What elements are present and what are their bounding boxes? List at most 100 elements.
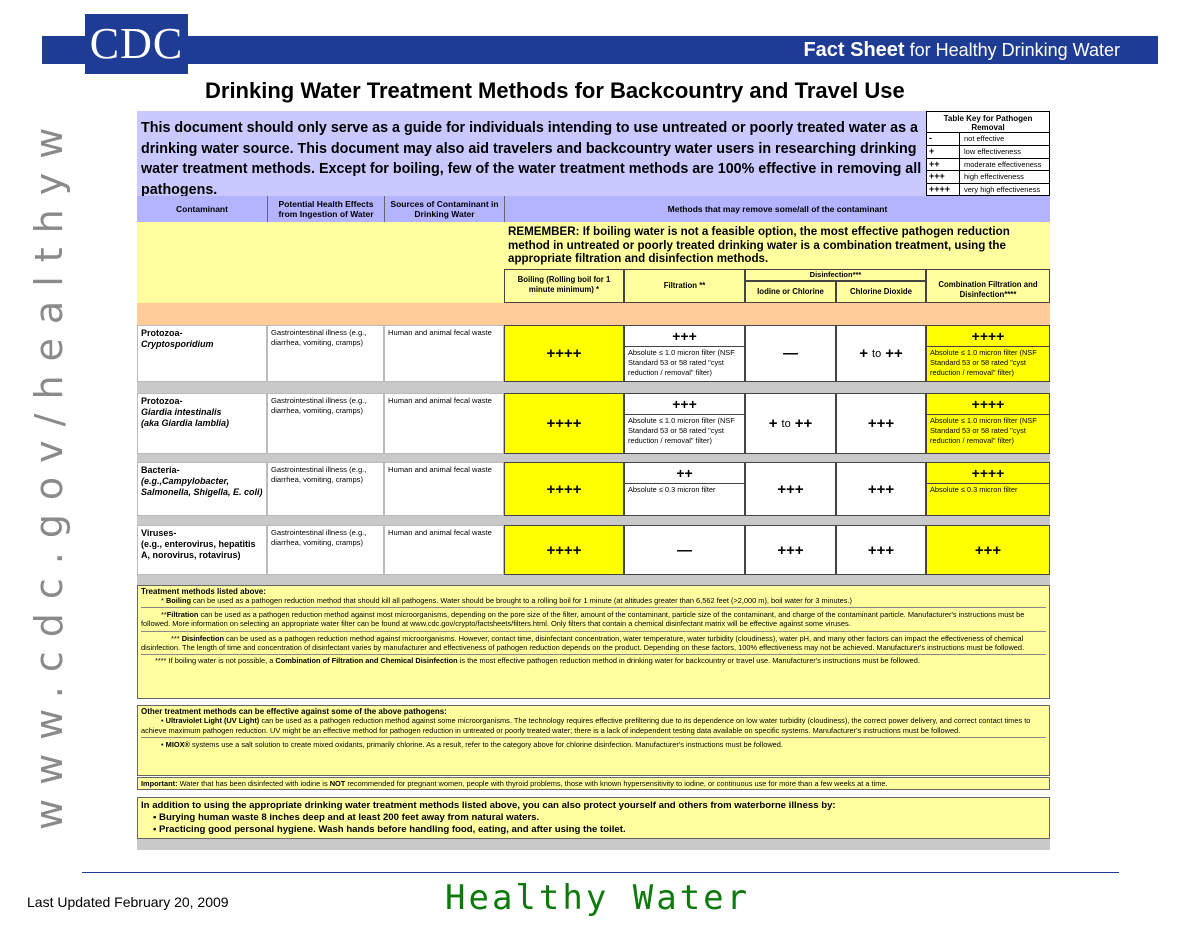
table-row: Protozoa- Cryptosporidium [137,325,267,382]
other-methods: Other treatment methods can be effective… [137,705,1050,776]
rating-high: ++ [885,345,903,362]
banner-rest: for Healthy Drinking Water [904,40,1120,60]
row-effects: Gastrointestinal illness (e.g., diarrhea… [267,393,384,454]
remember-note: REMEMBER: If boiling water is not a feas… [504,222,1050,269]
boiling-rating: ++++ [504,393,624,454]
chlorine-dioxide-rating: + to ++ [836,325,926,382]
last-updated: Last Updated February 20, 2009 [27,894,229,910]
combination-note: Absolute ≤ 1.0 micron filter (NSF Standa… [930,348,1037,377]
key-desc: very high effectiveness [964,185,1041,195]
combination-cell: ++++ Absolute ≤ 0.3 micron filter [926,462,1050,516]
iodine-rating: +++ [745,525,836,575]
filtration-cell: +++ Absolute ≤ 1.0 micron filter (NSF St… [624,325,745,382]
iodine-rating: — [745,325,836,382]
chlorine-dioxide-rating: +++ [836,462,926,516]
row-organism: (e.g., enterovirus, hepatitis A, norovir… [141,539,256,560]
key-symbol: ++++ [927,184,960,196]
cdc-logo: CDC [85,14,188,74]
combination-rating: ++++ [927,326,1049,347]
key-symbol: - [927,133,960,145]
note-boiling: * Boiling can be used as a pathogen redu… [141,596,1046,608]
header-chlorine-dioxide: Chlorine Dioxide [836,281,926,303]
fact-sheet-banner: Fact Sheet for Healthy Drinking Water [188,36,1158,64]
filtration-cell: +++ Absolute ≤ 1.0 micron filter (NSF St… [624,393,745,454]
filtration-rating: — [624,525,745,575]
combination-cell: ++++ Absolute ≤ 1.0 micron filter (NSF S… [926,325,1050,382]
row-name: Bacteria- [141,465,180,475]
table-row: Bacteria- (e.g.,Campylobacter, Salmonella… [137,462,267,516]
header-methods: Methods that may remove some/all of the … [504,196,1050,222]
rating-low: + [768,415,778,432]
combination-rating: ++++ [927,394,1049,415]
row-organism: (e.g.,Campylobacter, Salmonella, Shigell… [141,476,263,497]
note-uv: • Ultraviolet Light (UV Light) can be us… [141,716,1046,739]
header-combination: Combination Filtration and Disinfection*… [926,269,1050,303]
filtration-note: Absolute ≤ 1.0 micron filter (NSF Standa… [628,348,735,377]
protect-item: • Practicing good personal hygiene. Wash… [153,824,626,835]
combination-rating: +++ [926,525,1050,575]
boiling-rating: ++++ [504,462,624,516]
key-desc: low effectiveness [964,146,1021,156]
note-combination: **** If boiling water is not possible, a… [155,656,920,666]
row-separator [137,454,1050,462]
row-organism-aka: (aka Giardia lamblia) [141,418,230,428]
header-sources: Sources of Contaminant in Drinking Water [384,196,504,222]
treatment-notes: Treatment methods listed above: * Boilin… [137,585,1050,699]
rating-to: to [872,347,882,360]
key-symbol: + [927,145,960,158]
row-source: Human and animal fecal waste [384,525,504,575]
header-effects: Potential Health Effects from Ingestion … [267,196,384,222]
row-name: Protozoa- [141,328,183,338]
header-boiling: Boiling (Rolling boil for 1 minute minim… [504,269,624,303]
key-desc: moderate effectiveness [964,159,1042,169]
combination-cell: ++++ Absolute ≤ 1.0 micron filter (NSF S… [926,393,1050,454]
row-effects: Gastrointestinal illness (e.g., diarrhea… [267,525,384,575]
side-url: www.cdc.gov/healthywater [27,125,71,830]
row-effects: Gastrointestinal illness (e.g., diarrhea… [267,462,384,516]
footer-rule [82,872,1119,873]
page-title: Drinking Water Treatment Methods for Bac… [205,78,905,103]
row-source: Human and animal fecal waste [384,462,504,516]
rating-low: + [859,345,869,362]
combination-rating: ++++ [927,463,1049,484]
key-symbol: +++ [927,171,960,184]
boiling-rating: ++++ [504,325,624,382]
note-filtration: **Filtration can be used as a pathogen r… [141,608,1046,632]
row-name: Protozoa- [141,396,183,406]
boiling-rating: ++++ [504,525,624,575]
header-disinfection: Disinfection*** [745,269,926,281]
protect-title: In addition to using the appropriate dri… [141,800,836,811]
intro-text: This document should only serve as a gui… [137,111,927,198]
table-row: Viruses- (e.g., enterovirus, hepatitis A,… [137,525,267,575]
filtration-rating: +++ [625,326,744,347]
logo-bar-left [42,36,85,64]
row-organism: Cryptosporidium [141,339,214,349]
header-iodine: Iodine or Chlorine [745,281,836,303]
row-effects: Gastrointestinal illness (e.g., diarrhea… [267,325,384,382]
header-contaminant: Contaminant [137,196,267,222]
side-url-text: www.cdc.gov/healthywater [27,125,71,830]
key-desc: not effective [964,134,1005,143]
header-filtration: Filtration ** [624,269,745,303]
filtration-note: Absolute ≤ 0.3 micron filter [628,485,716,494]
notes-title: Treatment methods listed above: [141,587,266,596]
rating-high: ++ [794,415,813,432]
header-blank [137,222,504,303]
chlorine-dioxide-rating: +++ [836,525,926,575]
peach-band [137,303,1050,325]
important-note: Important: Water that has been disinfect… [137,777,1050,790]
filtration-rating: +++ [625,394,744,415]
row-separator [137,575,1050,585]
row-source: Human and animal fecal waste [384,325,504,382]
iodine-rating: + to ++ [745,393,836,454]
filtration-note: Absolute ≤ 1.0 micron filter (NSF Standa… [628,416,735,445]
row-separator [137,516,1050,525]
table-key: Table Key for Pathogen Removal - not effe… [926,111,1050,196]
chlorine-dioxide-rating: +++ [836,393,926,454]
combination-note: Absolute ≤ 1.0 micron filter (NSF Standa… [930,416,1037,445]
protect-box: In addition to using the appropriate dri… [137,797,1050,839]
row-source: Human and animal fecal waste [384,393,504,454]
filtration-cell: ++ Absolute ≤ 0.3 micron filter [624,462,745,516]
banner-bold: Fact Sheet [803,39,905,61]
combination-note: Absolute ≤ 0.3 micron filter [930,485,1018,494]
